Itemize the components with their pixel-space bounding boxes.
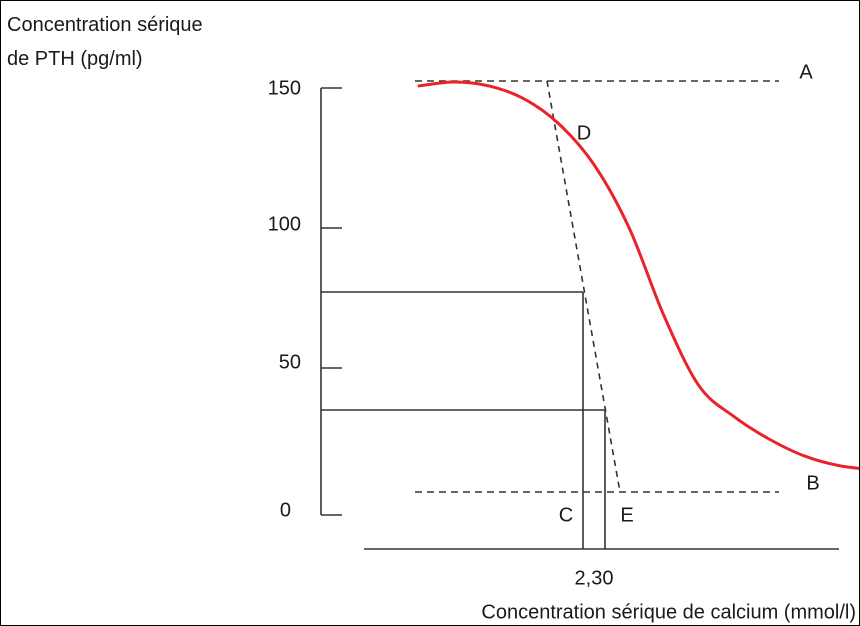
x-axis-title: Concentration sérique de calcium (mmol/l… <box>481 601 856 623</box>
annotation-c: C <box>559 504 573 526</box>
y-tick-label-100: 100 <box>268 213 301 235</box>
annotation-d: D <box>577 122 591 144</box>
y-axis-title-line-2: de PTH (pg/ml) <box>7 48 143 70</box>
y-tick-label-0: 0 <box>280 499 291 521</box>
annotation-a: A <box>799 61 813 83</box>
y-tick-label-150: 150 <box>268 77 301 99</box>
x-tick-label-2-30: 2,30 <box>575 567 614 589</box>
annotation-b: B <box>806 472 819 494</box>
pth-sigmoid-curve <box>417 80 859 470</box>
y-tick-label-50: 50 <box>279 351 301 373</box>
slope-tangent-line <box>546 80 621 493</box>
y-axis-title-line-1: Concentration sérique <box>7 14 203 36</box>
annotation-e: E <box>620 504 633 526</box>
